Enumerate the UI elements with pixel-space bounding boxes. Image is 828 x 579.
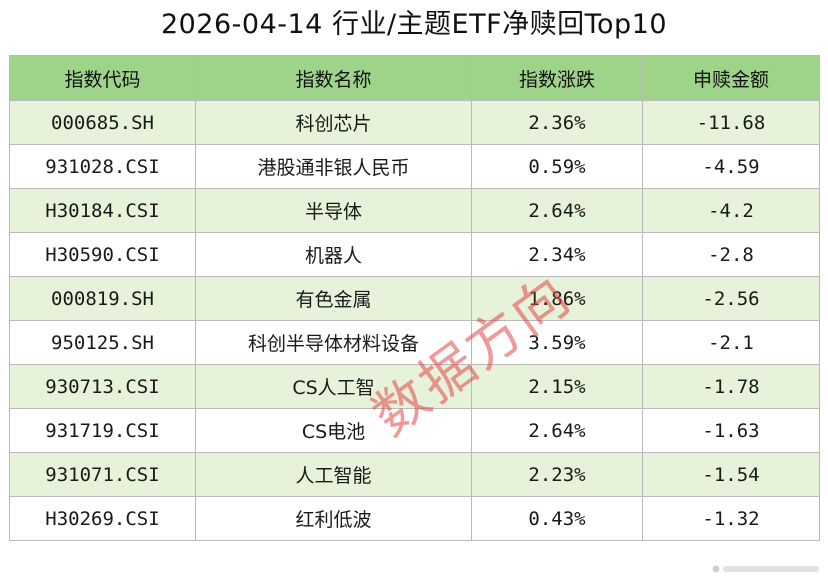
- table-row: H30590.CSI 机器人 2.34% -2.8: [9, 232, 820, 277]
- cell-index-name: 有色金属: [195, 276, 472, 321]
- cell-index-code: H30590.CSI: [9, 232, 196, 277]
- cell-index-change: 2.23%: [471, 452, 643, 497]
- table-row: 000685.SH 科创芯片 2.36% -11.68: [9, 100, 820, 145]
- cell-index-change: 3.59%: [471, 320, 643, 365]
- cell-index-name: 人工智能: [195, 452, 472, 497]
- cell-redemption-amount: -1.63: [642, 408, 820, 453]
- cell-index-name: 科创半导体材料设备: [195, 320, 472, 365]
- table-row: 931028.CSI 港股通非银人民币 0.59% -4.59: [9, 144, 820, 189]
- cell-index-code: 930713.CSI: [9, 364, 196, 409]
- table-header-row: 指数代码 指数名称 指数涨跌 申赎金额: [9, 55, 820, 101]
- cell-index-code: 000685.SH: [9, 100, 196, 145]
- cell-index-change: 2.15%: [471, 364, 643, 409]
- cell-index-code: 931028.CSI: [9, 144, 196, 189]
- chart-title: 2026-04-14 行业/主题ETF净赎回Top10: [160, 9, 668, 40]
- cell-redemption-amount: -2.56: [642, 276, 820, 321]
- cell-index-code: H30269.CSI: [9, 496, 196, 541]
- table-row: 000819.SH 有色金属 1.86% -2.56: [9, 276, 820, 321]
- column-header-name: 指数名称: [195, 55, 472, 101]
- cell-index-name: 红利低波: [195, 496, 472, 541]
- column-header-code: 指数代码: [9, 55, 196, 101]
- cell-index-code: 000819.SH: [9, 276, 196, 321]
- cell-redemption-amount: -1.54: [642, 452, 820, 497]
- cell-index-change: 2.34%: [471, 232, 643, 277]
- table-row: 931071.CSI 人工智能 2.23% -1.54: [9, 452, 820, 497]
- cell-index-change: 2.64%: [471, 408, 643, 453]
- cell-index-name: CS人工智: [195, 364, 472, 409]
- cell-redemption-amount: -1.78: [642, 364, 820, 409]
- cell-index-change: 2.36%: [471, 100, 643, 145]
- brand-mark-icon: [712, 565, 819, 573]
- cell-index-change: 0.59%: [471, 144, 643, 189]
- column-header-change: 指数涨跌: [471, 55, 643, 101]
- cell-index-change: 1.86%: [471, 276, 643, 321]
- cell-index-name: 机器人: [195, 232, 472, 277]
- cell-index-change: 2.64%: [471, 188, 643, 233]
- cell-index-code: H30184.CSI: [9, 188, 196, 233]
- cell-index-change: 0.43%: [471, 496, 643, 541]
- cell-redemption-amount: -2.8: [642, 232, 820, 277]
- cell-redemption-amount: -4.59: [642, 144, 820, 189]
- table-row: H30184.CSI 半导体 2.64% -4.2: [9, 188, 820, 233]
- table-row: 950125.SH 科创半导体材料设备 3.59% -2.1: [9, 320, 820, 365]
- table-row: 931719.CSI CS电池 2.64% -1.63: [9, 408, 820, 453]
- etf-redemption-table: 指数代码 指数名称 指数涨跌 申赎金额 000685.SH 科创芯片 2.36% -1…: [9, 55, 820, 541]
- cell-index-name: CS电池: [195, 408, 472, 453]
- cell-redemption-amount: -11.68: [642, 100, 820, 145]
- cell-redemption-amount: -1.32: [642, 496, 820, 541]
- table-body: 000685.SH 科创芯片 2.36% -11.68 931028.CSI 港股通非银人…: [9, 100, 820, 541]
- cell-redemption-amount: -2.1: [642, 320, 820, 365]
- column-header-amount: 申赎金额: [642, 55, 820, 101]
- table-row: 930713.CSI CS人工智 2.15% -1.78: [9, 364, 820, 409]
- cell-index-name: 科创芯片: [195, 100, 472, 145]
- cell-redemption-amount: -4.2: [642, 188, 820, 233]
- cell-index-name: 半导体: [195, 188, 472, 233]
- cell-index-name: 港股通非银人民币: [195, 144, 472, 189]
- table-row: H30269.CSI 红利低波 0.43% -1.32: [9, 496, 820, 541]
- cell-index-code: 931071.CSI: [9, 452, 196, 497]
- cell-index-code: 931719.CSI: [9, 408, 196, 453]
- cell-index-code: 950125.SH: [9, 320, 196, 365]
